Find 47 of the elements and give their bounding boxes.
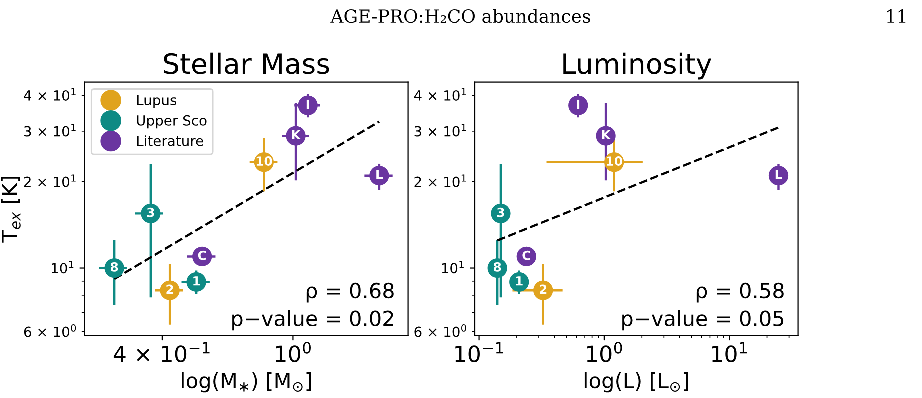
- annotation: I: [577, 100, 580, 110]
- x-tick-label: 10$^{1}$: [712, 342, 747, 362]
- x-tick-label: 10$^{−1}$: [456, 342, 504, 362]
- y-axis-title: T$_{ex}$ [K]: [1, 177, 21, 243]
- annotation: 2: [166, 284, 174, 294]
- annotation: 1: [194, 276, 200, 286]
- annotation: ρ = 0.58: [696, 282, 784, 303]
- y-tick-label: 3 × 10$^{1}$: [414, 124, 466, 137]
- y-tick-label: 3 × 10$^{1}$: [24, 124, 76, 137]
- annotation: K: [292, 130, 302, 140]
- y-tick-label: 4 × 10$^{1}$: [24, 88, 76, 101]
- x-axis-title: log(M$_{∗}$) [M$_{⊙}$]: [182, 372, 312, 393]
- annotation: I: [306, 100, 310, 110]
- x-tick-label: 10$^{0}$: [276, 342, 312, 362]
- legend-label: Literature: [137, 136, 204, 146]
- annotation: C: [198, 250, 206, 260]
- annotation: 10: [256, 156, 272, 166]
- annotation: 10: [607, 156, 622, 166]
- annotation: 3: [497, 208, 504, 218]
- legend-label: Upper Sco: [137, 115, 207, 129]
- annotation: L: [776, 170, 782, 180]
- y-tick-label: 10$^{1}$: [52, 261, 74, 274]
- annotation: p−value = 0.05: [622, 310, 784, 331]
- annotation: 8: [494, 262, 502, 272]
- y-tick-label: 4 × 10$^{1}$: [414, 88, 466, 101]
- annotation: 3: [147, 208, 154, 218]
- chart-title: Luminosity: [564, 52, 712, 80]
- text: 11: [887, 9, 906, 23]
- y-tick-label: 10$^{1}$: [442, 261, 464, 274]
- y-tick-label: 6 × 10$^{0}$: [414, 324, 466, 338]
- x-axis-title: log(L) [L$_{⊙}$]: [584, 372, 688, 393]
- text: AGE-PRO:H₂CO abundances: [330, 9, 590, 24]
- y-tick-label: 2 × 10$^{1}$: [414, 174, 466, 188]
- x-tick-label: 10$^{0}$: [587, 342, 622, 362]
- annotation: 8: [110, 262, 118, 272]
- annotation: 2: [540, 284, 547, 294]
- annotation: C: [522, 250, 530, 260]
- legend-label: Lupus: [137, 95, 177, 108]
- x-tick-label: 4 × 10$^{−1}$: [114, 342, 210, 362]
- annotation: K: [602, 130, 612, 140]
- y-tick-label: 6 × 10$^{0}$: [24, 324, 76, 338]
- annotation: 1: [516, 276, 523, 286]
- y-tick-label: 2 × 10$^{1}$: [24, 174, 76, 188]
- annotation: p−value = 0.02: [232, 310, 394, 331]
- annotation: ρ = 0.68: [306, 282, 394, 303]
- annotation: L: [376, 170, 384, 180]
- chart-title: Stellar Mass: [164, 52, 330, 74]
